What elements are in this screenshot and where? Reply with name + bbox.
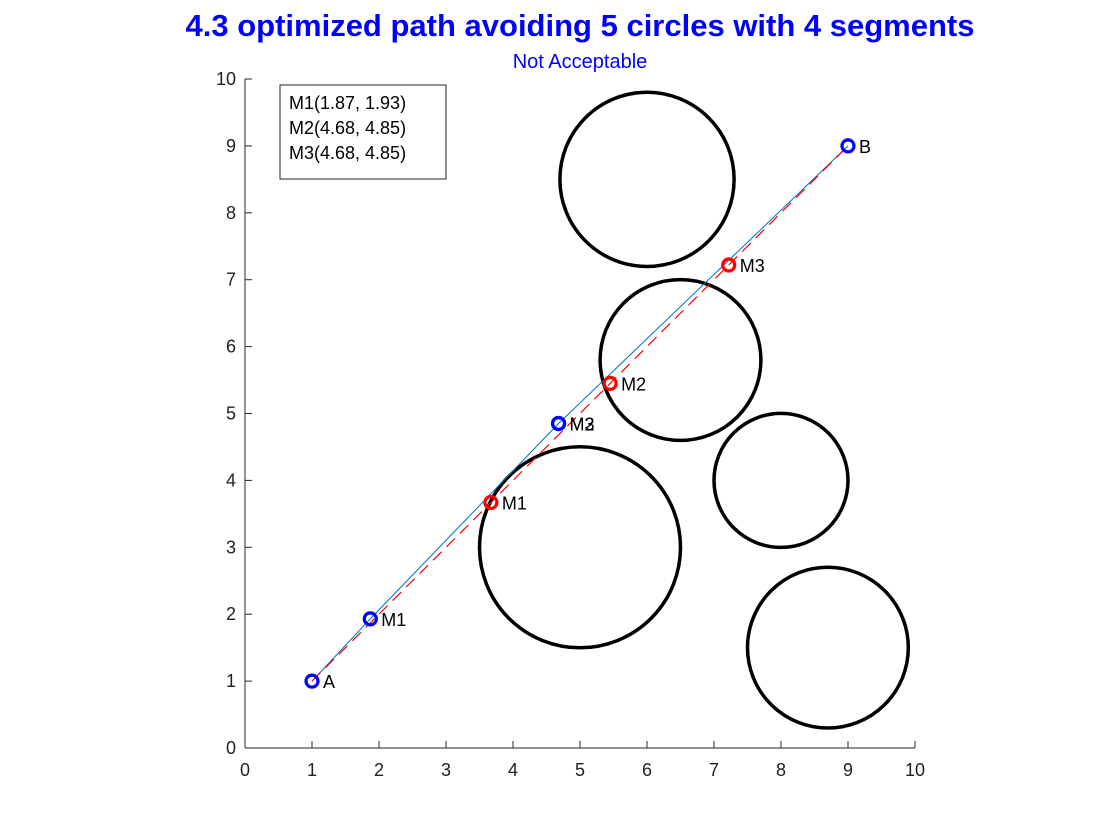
path-lines: [311, 145, 849, 682]
x-tick-label: 3: [441, 760, 451, 780]
point-label-m2: M2: [570, 415, 595, 435]
y-tick-label: 2: [226, 604, 236, 624]
x-tick-label: 7: [709, 760, 719, 780]
blue-marker-b: [840, 138, 856, 154]
point-label-b: B: [859, 137, 871, 157]
blue-marker-m3: [550, 415, 567, 432]
axes: 0 1 2 3 4 5 6 7 8 9 10 0 1 2 3 4 5 6 7 8 9 10: [216, 69, 925, 780]
obstacle-circle: [558, 90, 736, 269]
point-label-m3: M3: [740, 256, 765, 276]
annotation-line: M3(4.68, 4.85): [289, 143, 406, 163]
x-tick-label: 9: [843, 760, 853, 780]
point-label-m1: M1: [381, 610, 406, 630]
x-tick-label: 0: [240, 760, 250, 780]
y-tick-label: 9: [226, 136, 236, 156]
red-marker-m1: [483, 494, 499, 511]
obstacle-circles: [477, 90, 911, 730]
red-dashed-path-line: [311, 145, 849, 682]
point-label-a: A: [323, 672, 335, 692]
obstacle-circle: [477, 445, 683, 650]
x-tick-label: 10: [905, 760, 925, 780]
x-tick-label: 5: [575, 760, 585, 780]
red-marker-m2: [602, 375, 618, 391]
x-tick-label: 4: [508, 760, 518, 780]
annotation-box: M1(1.87, 1.93) M2(4.68, 4.85) M3(4.68, 4.8…: [279, 84, 447, 180]
x-tick-label: 6: [642, 760, 652, 780]
point-label-m1: M1: [502, 493, 527, 513]
obstacle-circle: [598, 277, 763, 443]
chart-title: 4.3 optimized path avoiding 5 circles wi…: [185, 8, 975, 43]
y-tick-label: 10: [216, 69, 236, 89]
x-tick-label: 2: [374, 760, 384, 780]
y-tick-label: 7: [226, 270, 236, 290]
y-tick-label: 6: [226, 337, 236, 357]
obstacle-circle: [712, 411, 850, 550]
x-tick-label: 8: [776, 760, 786, 780]
point-label-m3: M3: [570, 415, 595, 435]
x-tick-label: 1: [307, 760, 317, 780]
y-tick-label: 1: [226, 671, 236, 691]
y-tick-label: 3: [226, 537, 236, 557]
blue-path-line: [311, 145, 849, 682]
y-tick-label: 5: [226, 404, 236, 424]
annotation-box-frame: [279, 84, 447, 180]
y-tick-label: 4: [226, 470, 236, 490]
y-tick-label: 8: [226, 203, 236, 223]
blue-marker-a: [304, 673, 320, 689]
y-tick-label: 0: [226, 738, 236, 758]
blue-marker-m1: [362, 611, 378, 627]
point-label-m2: M2: [621, 374, 646, 394]
annotation-line: M1(1.87, 1.93): [289, 93, 406, 113]
chart-subtitle: Not Acceptable: [512, 51, 648, 73]
red-marker-m3: [721, 257, 737, 273]
obstacle-circle: [745, 565, 911, 730]
annotation-line: M2(4.68, 4.85): [289, 118, 406, 138]
